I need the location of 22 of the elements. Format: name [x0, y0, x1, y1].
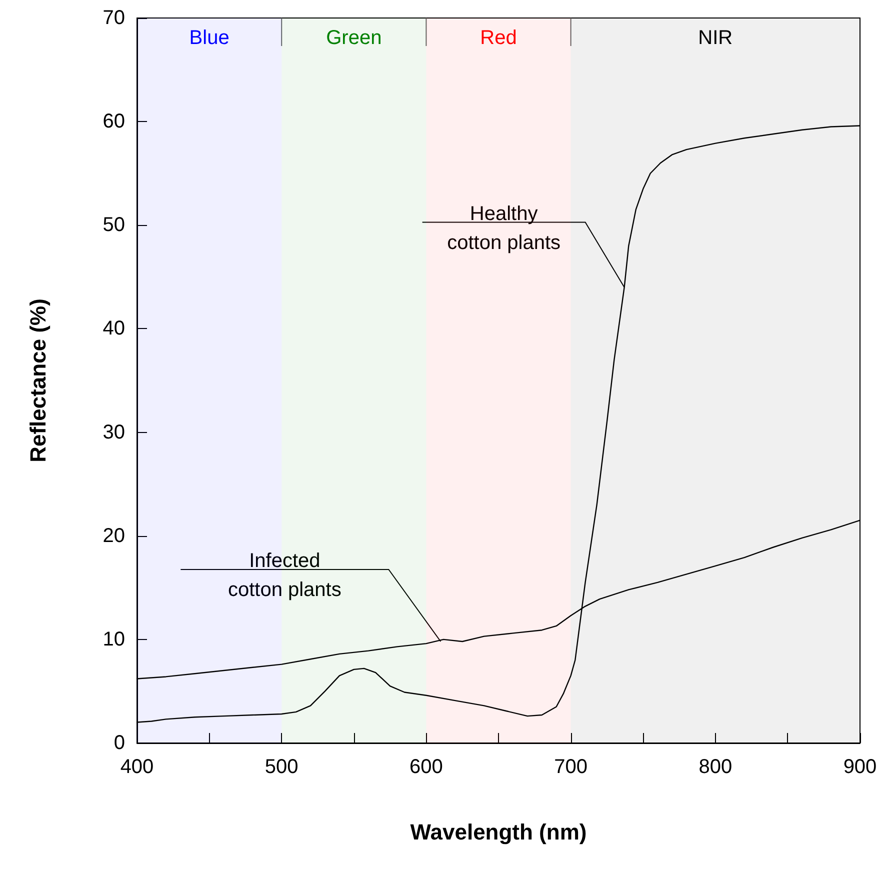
band-label: Green: [326, 27, 382, 49]
x-tick-label: 500: [264, 756, 298, 778]
y-axis-title: Reflectance (%): [26, 298, 50, 462]
band-label: Blue: [189, 27, 230, 49]
y-tick-label: 50: [102, 214, 125, 236]
x-tick-label: 600: [410, 756, 443, 778]
annotation: Healthy cotton plants: [447, 202, 561, 254]
x-tick-label: 700: [554, 756, 588, 778]
annotation: Infected cotton plants: [228, 550, 342, 601]
y-tick-label: 70: [102, 7, 125, 29]
y-tick-label: 10: [102, 628, 125, 650]
x-tick-label: 800: [698, 756, 732, 778]
y-tick-label: 40: [102, 318, 125, 340]
y-tick-label: 30: [102, 421, 125, 444]
y-tick-label: 60: [102, 110, 125, 133]
band-label: Red: [480, 27, 517, 49]
x-tick-label: 400: [120, 756, 154, 778]
x-axis-title: Wavelength (nm): [410, 820, 587, 844]
x-tick-label: 900: [843, 756, 877, 778]
y-tick-label: 0: [114, 732, 125, 754]
y-tick-label: 20: [102, 524, 125, 547]
band-label: NIR: [698, 27, 733, 49]
